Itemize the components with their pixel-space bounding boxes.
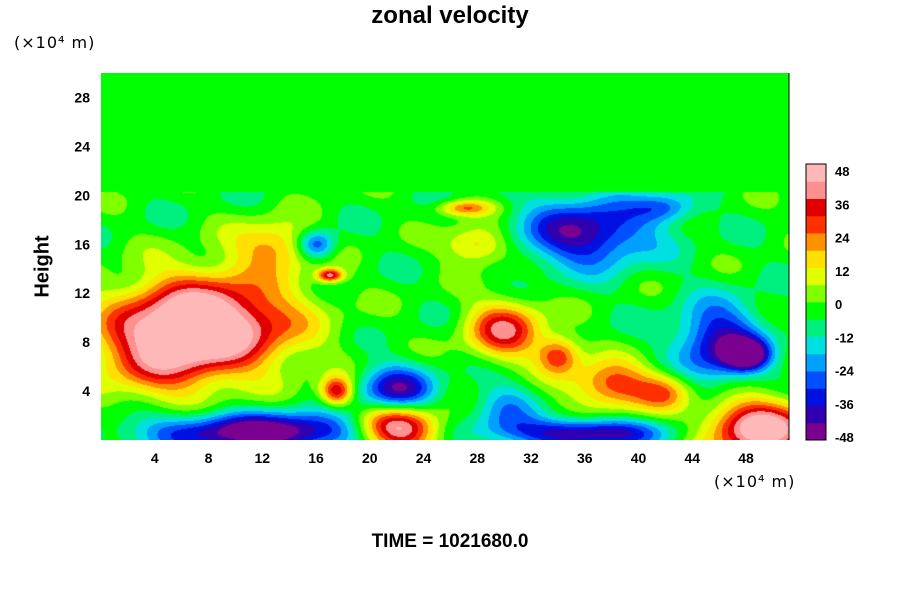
colorbar-segment [806, 371, 826, 389]
x-tick-label: 36 [577, 450, 593, 466]
y-tick-label: 12 [74, 285, 90, 301]
colorbar-tick-label: 36 [835, 197, 849, 212]
colorbar-frame [805, 163, 827, 441]
colorbar-segment [806, 215, 826, 234]
time-label: TIME = 1021680.0 [371, 531, 529, 552]
chart-title: zonal velocity [371, 2, 529, 29]
colorbar-segment [806, 198, 826, 217]
x-tick-label: 8 [205, 450, 213, 466]
colorbar-tick-label: -36 [835, 397, 854, 412]
y-axis-unit: (×10⁴ m) [14, 33, 96, 52]
x-tick-label: 24 [416, 450, 432, 466]
colorbar-segment [806, 302, 826, 320]
colorbar-segment [806, 284, 826, 303]
y-tick-label: 24 [74, 138, 90, 154]
y-tick-label: 8 [82, 334, 90, 350]
x-tick-label: 16 [308, 450, 324, 466]
colorbar-tick-label: -24 [835, 364, 855, 379]
colorbar-segment [806, 388, 826, 406]
x-tick-label: 40 [631, 450, 647, 466]
y-tick-label: 16 [74, 236, 90, 252]
colorbar-segment [806, 319, 826, 337]
colorbar-tick-label: 48 [835, 164, 849, 179]
x-tick-label: 20 [362, 450, 378, 466]
x-tick-label: 44 [684, 450, 700, 466]
colorbar-segment [806, 233, 826, 251]
x-tick-label: 12 [254, 450, 270, 466]
y-tick-label: 20 [74, 187, 90, 203]
colorbar-segment [806, 353, 826, 372]
colorbar: 48 36 24 12 0 -12 -24 -36 -48 [805, 163, 855, 445]
colorbar-tick-label: 0 [835, 297, 842, 312]
colorbar-segment [806, 267, 826, 286]
x-tick-label: 4 [151, 450, 159, 466]
colorbar-tick-label: -48 [835, 430, 854, 445]
x-tick-label: 28 [469, 450, 485, 466]
colorbar-segment [806, 250, 826, 268]
y-tick-label: 4 [82, 383, 90, 399]
colorbar-tick-label: 12 [835, 264, 849, 279]
x-tick-label: 48 [738, 450, 754, 466]
colorbar-tick-label: -12 [835, 330, 854, 345]
colorbar-segment [806, 405, 826, 424]
colorbar-tick-label: 24 [835, 231, 850, 246]
colorbar-segment [806, 164, 826, 182]
colorbar-segment [806, 422, 826, 441]
colorbar-segment [806, 336, 826, 355]
plot-area [101, 73, 790, 440]
x-axis-unit: (×10⁴ m) [714, 472, 796, 491]
x-tick-label: 32 [523, 450, 539, 466]
heatmap-field [101, 73, 789, 440]
colorbar-segment [806, 181, 826, 199]
y-tick-label: 28 [74, 89, 90, 105]
